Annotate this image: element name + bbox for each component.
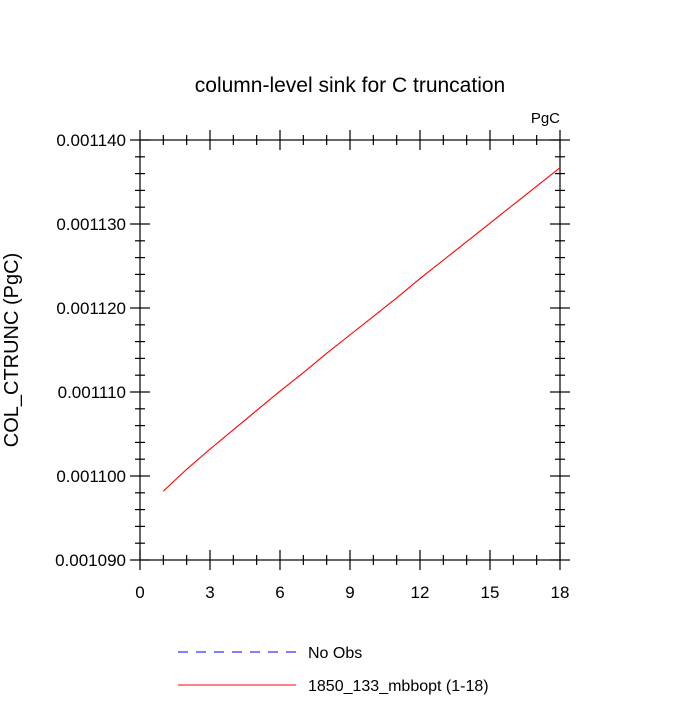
units-label: PgC	[531, 110, 560, 127]
y-tick-label: 0.001120	[56, 299, 126, 318]
x-tick-label: 18	[551, 583, 570, 602]
x-tick-label: 15	[481, 583, 500, 602]
y-tick-labels: 0.001090 0.001100 0.001110 0.001120 0.001130…	[55, 131, 126, 570]
x-tick-labels: 0 3 6 9 12 15 18	[135, 583, 569, 602]
plot-frame	[139, 139, 561, 561]
x-tick-label: 0	[135, 583, 144, 602]
legend-label-1: No Obs	[308, 645, 362, 662]
y-axis-label: COL_CTRUNC (PgC)	[1, 253, 23, 447]
y-tick-label: 0.001100	[56, 467, 126, 486]
axis-ticks	[130, 130, 570, 570]
x-tick-label: 12	[411, 583, 430, 602]
y-tick-label: 0.001130	[56, 215, 126, 234]
y-tick-label: 0.001140	[56, 131, 126, 150]
legend: No Obs 1850_133_mbbopt (1-18)	[178, 645, 489, 695]
y-tick-label: 0.001090	[55, 551, 126, 570]
series-line-2	[162, 167, 561, 492]
series-layer	[162, 167, 561, 492]
legend-label-2: 1850_133_mbbopt (1-18)	[308, 678, 489, 695]
x-tick-label: 6	[275, 583, 284, 602]
x-tick-label: 9	[345, 583, 354, 602]
chart-title: column-level sink for C truncation	[195, 74, 505, 97]
x-tick-label: 3	[205, 583, 214, 602]
y-tick-label: 0.001110	[58, 383, 126, 402]
